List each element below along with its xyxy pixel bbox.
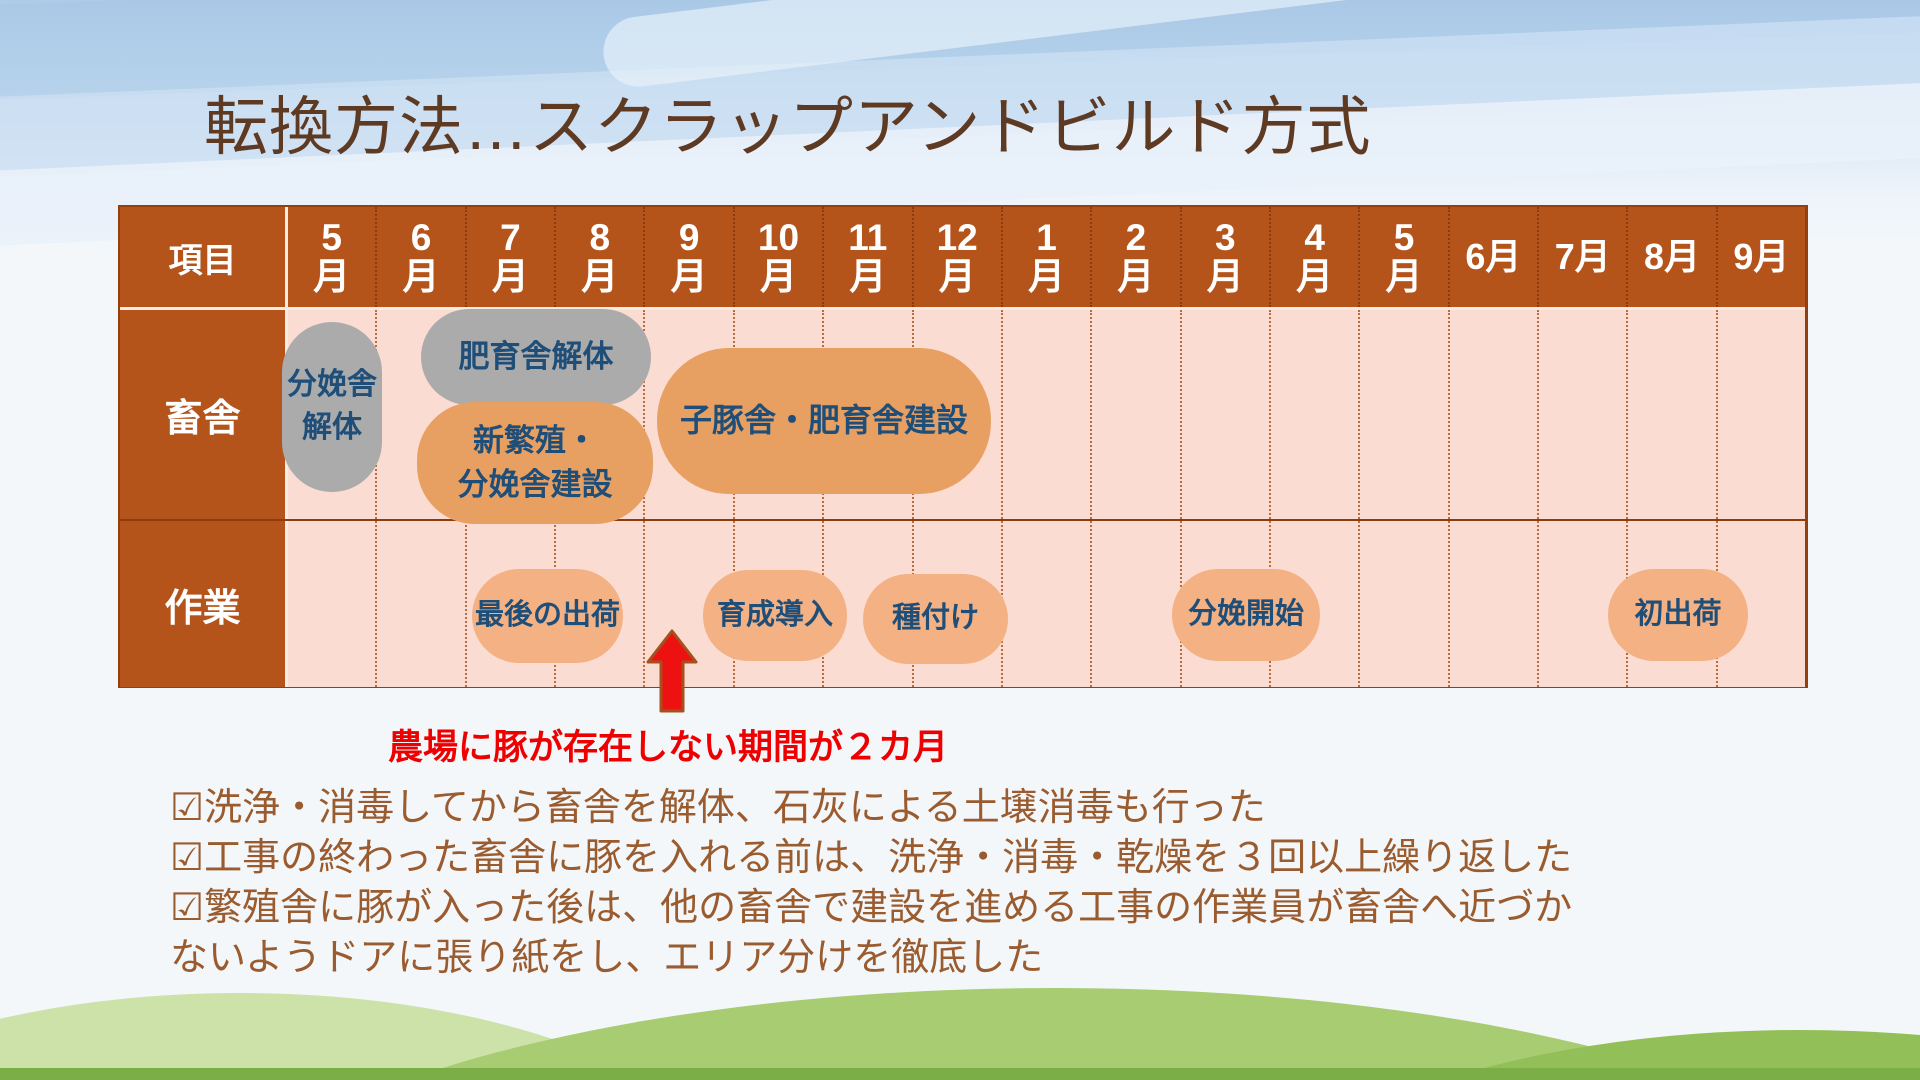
grid-cell <box>1000 310 1090 519</box>
green-hill-strip <box>0 1068 1920 1080</box>
checklist-line: ☑繁殖舎に豚が入った後は、他の畜舎で建設を進める工事の作業員が畜舎へ近づか <box>170 887 1573 929</box>
gantt-bar-label: 分娩開始 <box>1187 598 1304 631</box>
month-header-cell: 10 月 <box>732 207 822 307</box>
grid-cell <box>643 521 732 687</box>
month-header-cell: 12 月 <box>911 207 1001 307</box>
gantt-bar-label: 肥育舎解体 <box>458 338 614 374</box>
grid-cell <box>1358 521 1447 687</box>
row-label: 畜舎 <box>120 310 288 519</box>
gantt-bar-label: 分娩舎 <box>287 368 377 402</box>
grid-cell <box>1715 310 1805 519</box>
gantt-bar: 分娩開始 <box>1172 569 1320 661</box>
gantt-bar: 最後の出荷 <box>472 569 623 663</box>
annotation-no-pigs-period: 農場に豚が存在しない期間が２カ月 <box>388 728 949 767</box>
table-corner-header: 項目 <box>120 207 288 307</box>
gantt-bar: 分娩舎 解体 <box>282 322 382 492</box>
gantt-bar: 育成導入 <box>703 570 847 661</box>
gantt-bar: 子豚舎・肥育舎建設 <box>657 348 991 494</box>
grid-cell <box>1179 310 1269 519</box>
grid-cell <box>643 310 732 519</box>
gantt-bar-label: 種付け <box>891 602 979 635</box>
gantt-bar-label: 解体 <box>302 411 362 444</box>
month-header-cell: 6月 <box>1447 207 1537 307</box>
red-arrow-up-icon <box>645 629 699 718</box>
month-header-cell: 11 月 <box>822 207 911 307</box>
grid-cell <box>1447 310 1537 519</box>
gantt-bar: 初出荷 <box>1608 569 1748 661</box>
grid-cell <box>464 521 554 687</box>
gantt-bar: 肥育舎解体 <box>421 309 651 405</box>
grid-cell <box>1090 521 1179 687</box>
grid-cell <box>1000 521 1090 687</box>
gantt-bar-label: 分娩舎建設 <box>457 467 613 502</box>
month-header-cell: 9月 <box>1715 207 1805 307</box>
gantt-bar-label: 子豚舎・肥育舎建設 <box>679 402 968 439</box>
grid-cell <box>1537 310 1626 519</box>
grid-cell <box>1537 521 1626 687</box>
grid-cell <box>1626 310 1715 519</box>
grid-cell <box>375 521 464 687</box>
checklist-line: ☑洗浄・消毒してから畜舎を解体、石灰による土壌消毒も行った <box>170 787 1266 829</box>
checklist-line: ないようドアに張り紙をし、エリア分けを徹底した <box>170 937 1044 979</box>
gantt-bar-label: 新繁殖・ <box>473 422 597 458</box>
gantt-bar-label: 育成導入 <box>716 598 833 631</box>
page-title: 転換方法…スクラップアンドビルド方式 <box>204 91 1372 163</box>
schedule-table: 項目 5 月 6 月 7 月 8 月 9 月 10 月 11 月 12 月 1 月 2 月 3 月 4 月 5 月 6月 7月 8月 9月… <box>118 205 1808 688</box>
gantt-bar: 新繁殖・ 分娩舎建設 <box>417 402 653 524</box>
table-header-row: 項目 5 月 6 月 7 月 8 月 9 月 10 月 11 月 12 月 1 月 2 月 3 月 4 月 5 月 6月 7月 8月 9月 <box>120 207 1805 310</box>
month-header-columns: 5 月 6 月 7 月 8 月 9 月 10 月 11 月 12 月 1 月 2 月 3 月 4 月 5 月 6月 7月 8月 9月 <box>288 207 1805 307</box>
grid-cell <box>1090 310 1179 519</box>
month-header-cell: 8月 <box>1626 207 1715 307</box>
grid-cell <box>1447 521 1537 687</box>
row-label: 作業 <box>120 521 288 687</box>
grid-cell <box>1358 310 1447 519</box>
gantt-bar-label: 初出荷 <box>1634 598 1722 631</box>
month-header-cell: 7月 <box>1537 207 1626 307</box>
gantt-bar-label: 最後の出荷 <box>474 599 620 632</box>
checklist-notes: ☑洗浄・消毒してから畜舎を解体、石灰による土壌消毒も行った ☑工事の終わった畜舎に… <box>170 783 1572 983</box>
grid-cell <box>288 521 375 687</box>
checklist-line: ☑工事の終わった畜舎に豚を入れる前は、洗浄・消毒・乾燥を３回以上繰り返した <box>170 837 1573 879</box>
gantt-bar: 種付け <box>863 574 1008 664</box>
grid-cell <box>1268 310 1358 519</box>
